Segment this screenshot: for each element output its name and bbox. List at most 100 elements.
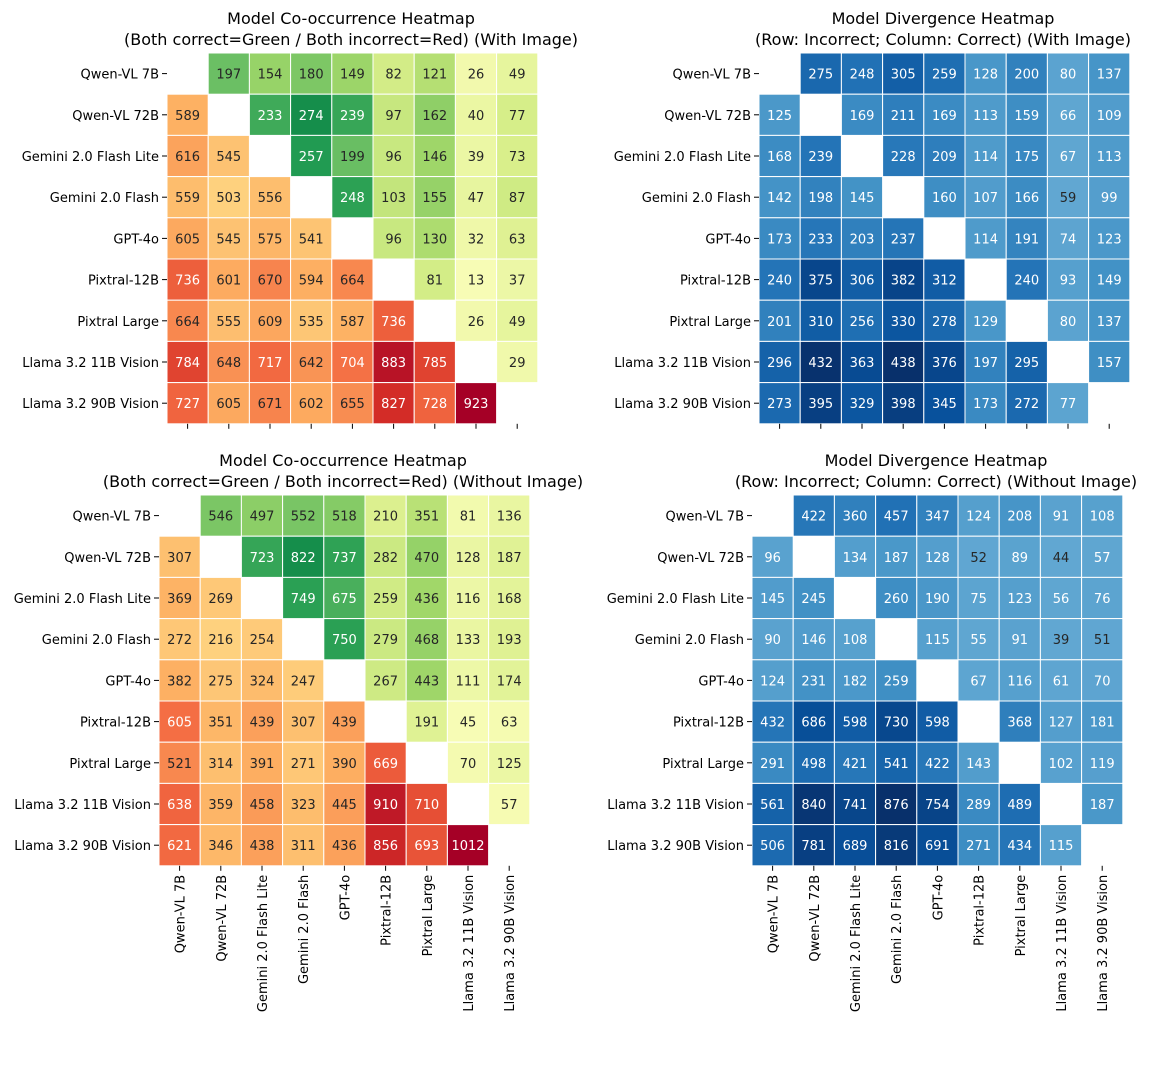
cell-value-label: 503 <box>216 191 241 206</box>
cell-value-label: 143 <box>966 757 991 772</box>
heatmap-cell <box>964 217 1007 260</box>
cell-value-label: 269 <box>208 592 233 607</box>
heatmap-cell <box>964 52 1007 95</box>
cell-value-label: 541 <box>299 232 324 247</box>
cell-value-label: 458 <box>250 798 275 813</box>
heatmap-cell <box>998 535 1041 578</box>
heatmap-cell <box>799 382 842 425</box>
cell-value-label: 29 <box>509 356 526 371</box>
heatmap-cell <box>240 741 284 784</box>
cell-value-label: 146 <box>801 633 826 648</box>
heatmap-cell <box>1088 134 1131 178</box>
panel-title: Model Co-occurrence Heatmap <box>219 451 467 470</box>
cell-value-label: 114 <box>973 232 998 247</box>
heatmap-cell <box>923 299 966 342</box>
cell-value-label: 70 <box>1094 674 1111 689</box>
cell-value-label: 96 <box>385 150 402 165</box>
cell-value-label: 102 <box>1049 757 1074 772</box>
cell-value-label: 130 <box>422 232 447 247</box>
heatmap-cell <box>240 494 284 537</box>
cell-value-label: 535 <box>299 315 324 330</box>
heatmap-cell <box>290 382 333 425</box>
cell-value-label: 128 <box>456 551 481 566</box>
cell-value-label: 840 <box>801 798 826 813</box>
heatmap-cell <box>282 494 325 537</box>
cell-value-label: 73 <box>509 150 526 165</box>
cell-value-label: 559 <box>175 191 200 206</box>
heatmap-divergence-with-image: Model Divergence Heatmap (Row: Incorrect… <box>614 9 1131 429</box>
cell-value-label: 422 <box>925 757 950 772</box>
y-tick-label: Gemini 2.0 Flash Lite <box>607 592 744 607</box>
heatmap-cell <box>372 176 415 219</box>
y-tick-label: Pixtral Large <box>662 757 744 772</box>
y-tick-label: GPT-4o <box>105 674 151 689</box>
cell-value-label: 439 <box>250 716 275 731</box>
y-tick-label: Qwen-VL 72B <box>664 109 751 124</box>
x-tick-label: Gemini 2.0 Flash Lite <box>256 875 271 1012</box>
cell-value-label: 115 <box>925 633 950 648</box>
cell-value-label: 259 <box>373 592 398 607</box>
cell-value-label: 351 <box>414 510 439 525</box>
cell-value-label: 90 <box>764 633 781 648</box>
cell-value-label: 468 <box>414 633 439 648</box>
cell-value-label: 233 <box>258 109 283 124</box>
y-tick-label: Gemini 2.0 Flash Lite <box>614 150 751 165</box>
cell-value-label: 233 <box>808 232 833 247</box>
cell-value-label: 278 <box>932 315 957 330</box>
cell-value-label: 197 <box>216 68 241 83</box>
heatmap-cell <box>413 52 456 95</box>
cell-value-label: 40 <box>468 109 485 124</box>
cell-value-label: 279 <box>373 633 398 648</box>
cell-value-label: 272 <box>1014 397 1039 412</box>
heatmap-cell <box>248 176 292 219</box>
heatmap-cell <box>248 52 292 95</box>
heatmap-cell <box>446 700 490 743</box>
heatmap-cell <box>454 176 498 219</box>
cell-value-label: 382 <box>167 674 192 689</box>
heatmap-cell <box>799 176 842 219</box>
cell-value-label: 39 <box>468 150 485 165</box>
cell-value-label: 133 <box>456 633 481 648</box>
cell-value-label: 272 <box>167 633 192 648</box>
heatmap-cell <box>496 134 539 178</box>
heatmap-cell <box>240 618 284 661</box>
cell-value-label: 605 <box>175 232 200 247</box>
cell-value-label: 76 <box>1094 592 1111 607</box>
cell-value-label: 32 <box>468 232 485 247</box>
cell-value-label: 1012 <box>451 839 484 854</box>
cell-value-label: 346 <box>208 839 233 854</box>
heatmap-cell <box>372 299 415 342</box>
cell-value-label: 97 <box>385 109 402 124</box>
heatmap-cell <box>792 741 835 784</box>
y-tick-label: Gemini 2.0 Flash <box>42 633 151 648</box>
cell-value-label: 198 <box>808 191 833 206</box>
cell-value-label: 598 <box>843 716 868 731</box>
cell-value-label: 587 <box>340 315 365 330</box>
heatmap-divergence-without-image: Model Divergence Heatmap (Row: Incorrect… <box>607 451 1137 1012</box>
heatmap-cell <box>488 576 531 620</box>
cell-value-label: 664 <box>340 274 365 289</box>
y-tick-label: Qwen-VL 72B <box>64 551 151 566</box>
y-tick-label: Llama 3.2 11B Vision <box>14 798 151 813</box>
panel-title: Model Divergence Heatmap <box>825 451 1048 470</box>
cell-value-label: 421 <box>843 757 868 772</box>
cell-value-label: 359 <box>208 798 233 813</box>
y-tick-label: Pixtral Large <box>69 757 151 772</box>
cell-value-label: 175 <box>1014 150 1039 165</box>
heatmap-cell <box>882 217 925 260</box>
panel-subtitle: (Both correct=Green / Both incorrect=Red… <box>124 30 578 49</box>
heatmap-cell <box>158 700 201 743</box>
heatmap-cell <box>882 258 925 301</box>
heatmap-cell <box>1039 824 1083 867</box>
cell-value-label: 47 <box>468 191 485 206</box>
cell-value-label: 26 <box>468 315 485 330</box>
cell-value-label: 26 <box>468 68 485 83</box>
heatmap-cell <box>207 258 250 301</box>
heatmap-cell <box>1081 494 1124 537</box>
cell-value-label: 555 <box>216 315 241 330</box>
cell-value-label: 57 <box>1094 551 1111 566</box>
cell-value-label: 208 <box>1007 510 1032 525</box>
heatmap-cell <box>882 299 925 342</box>
cell-value-label: 166 <box>1014 191 1039 206</box>
cell-value-label: 727 <box>175 397 200 412</box>
